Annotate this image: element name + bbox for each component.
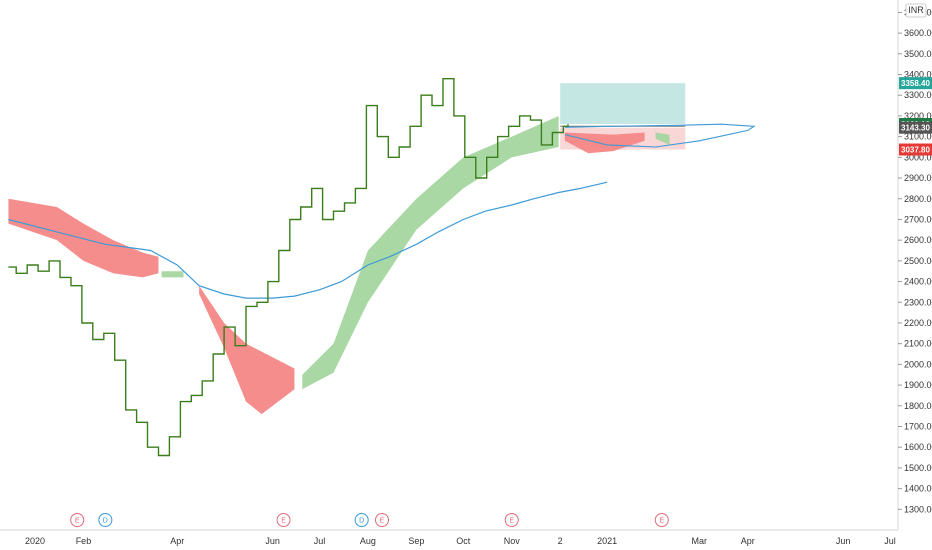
price-badge: 3358.40 [899, 77, 932, 90]
x-tick-label: Jun [836, 536, 851, 546]
event-marker-circle [70, 513, 85, 527]
price-badge-bg [899, 121, 932, 134]
event-marker-circle [654, 513, 669, 527]
cloud-bearish [199, 285, 295, 415]
price-badge-label: 3037.80 [901, 146, 930, 155]
event-marker-label: E [509, 518, 514, 525]
y-tick-label: 3300.00 [904, 90, 932, 100]
event-marker-label: D [359, 518, 364, 525]
currency-label: INR [905, 3, 927, 18]
cloud-bullish [655, 132, 670, 145]
y-tick-label: 1600.00 [904, 442, 932, 452]
x-tick-label: Aug [360, 536, 376, 546]
event-marker-dividend[interactable]: D [354, 513, 369, 527]
projection-line [564, 123, 756, 148]
y-tick-label: 2200.00 [904, 318, 932, 328]
event-marker-earnings[interactable]: E [276, 513, 291, 527]
x-tick-label: Mar [692, 536, 708, 546]
y-tick-label: 2500.00 [904, 256, 932, 266]
x-tick-label: Nov [504, 536, 521, 546]
price-badge-label: 3143.30 [901, 124, 930, 133]
event-marker-circle [504, 513, 519, 527]
y-tick-label: 1700.00 [904, 421, 932, 431]
price-badge: 3143.30 [899, 121, 932, 134]
y-tick-label: 3400.00 [904, 70, 932, 80]
event-marker-label: E [75, 518, 80, 525]
y-tick-label: 2400.00 [904, 277, 932, 287]
y-tick-label: 3100.00 [904, 132, 932, 142]
x-tick-label: Feb [76, 536, 92, 546]
moving-average [8, 181, 608, 299]
cloud-bullish [161, 271, 184, 278]
event-marker-circle [98, 513, 113, 527]
y-tick-label: 3200.00 [904, 111, 932, 121]
y-tick-label: 3600.00 [904, 28, 932, 38]
event-marker-circle [354, 513, 369, 527]
x-tick-label: Sep [408, 536, 424, 546]
price-badge-bg [899, 143, 932, 156]
event-marker-label: E [281, 518, 286, 525]
x-tick-label: 2 [558, 536, 563, 546]
x-tick-label: Jul [884, 536, 896, 546]
x-tick-label: 2020 [25, 536, 45, 546]
y-tick-label: 2300.00 [904, 297, 932, 307]
price-badge-label: 3358.40 [901, 79, 930, 88]
y-tick-label: 3500.00 [904, 49, 932, 59]
event-marker-circle [375, 513, 390, 527]
event-marker-earnings[interactable]: E [504, 513, 519, 527]
cloud-bullish [302, 115, 559, 390]
y-tick-label: 2900.00 [904, 173, 932, 183]
price-series [8, 78, 569, 457]
price-badge: 3037.80 [899, 143, 932, 156]
y-tick-label: 2000.00 [904, 359, 932, 369]
x-tick-label: Oct [456, 536, 471, 546]
target-zone [560, 83, 686, 124]
x-tick-label: Jul [314, 536, 326, 546]
price-axis: 1300.00 1400.00 1500.00 1600.00 1700.00 1800.… [898, 7, 932, 514]
cloud-bearish [564, 132, 645, 154]
event-marker-label: E [380, 518, 385, 525]
projection-curve [564, 123, 756, 148]
y-tick-label: 3000.00 [904, 152, 932, 162]
price-line [8, 78, 569, 457]
ma-line [8, 181, 608, 299]
y-tick-label: 1900.00 [904, 380, 932, 390]
time-axis: 2020 Feb Apr Jun Jul Aug Sep Oct Nov 2 2021 Mar Apr J… [25, 536, 896, 546]
x-tick-label: Apr [741, 536, 755, 546]
ichimoku-cloud [8, 115, 670, 415]
event-marker-circle [276, 513, 291, 527]
currency-text: INR [908, 5, 924, 15]
y-tick-label: 1300.00 [904, 504, 932, 514]
y-tick-label: 2100.00 [904, 339, 932, 349]
event-marker-earnings[interactable]: E [70, 513, 85, 527]
event-marker-label: E [659, 518, 664, 525]
y-tick-label: 1400.00 [904, 484, 932, 494]
event-marker-dividend[interactable]: D [98, 513, 113, 527]
y-tick-label: 2600.00 [904, 235, 932, 245]
x-tick-label: Jun [265, 536, 280, 546]
y-tick-label: 1500.00 [904, 463, 932, 473]
y-tick-label: 1800.00 [904, 401, 932, 411]
x-tick-label: 2021 [597, 536, 617, 546]
y-tick-label: 2700.00 [904, 214, 932, 224]
event-marker-earnings[interactable]: E [375, 513, 390, 527]
price-badge-bg [899, 77, 932, 90]
x-tick-label: Apr [170, 536, 184, 546]
y-tick-label: 2800.00 [904, 194, 932, 204]
event-marker-earnings[interactable]: E [654, 513, 669, 527]
event-marker-label: D [103, 518, 108, 525]
